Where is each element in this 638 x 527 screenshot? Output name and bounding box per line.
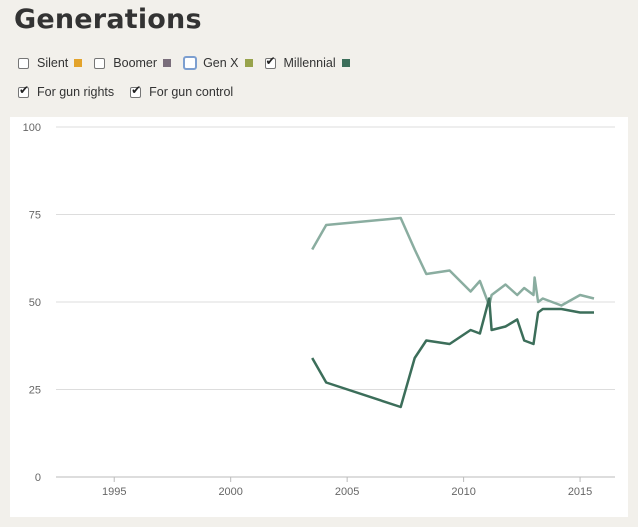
- checkmark-icon: ✔: [265, 53, 276, 68]
- x-tick-label: 2015: [568, 486, 592, 498]
- checkbox-gun-control[interactable]: ✔: [130, 83, 141, 98]
- y-axis-ticks: 0 25 50 75 100: [23, 122, 41, 484]
- x-tick-label: 1995: [102, 486, 126, 498]
- checkbox-genx[interactable]: [183, 56, 198, 70]
- label-gun-control: For gun control: [149, 85, 234, 99]
- checkbox-silent[interactable]: [18, 57, 29, 69]
- checkbox-gun-rights[interactable]: ✔: [18, 83, 29, 98]
- label-millennial: Millennial: [283, 56, 336, 70]
- checkbox-boomer[interactable]: [94, 57, 106, 69]
- option-gun-rights[interactable]: ✔ For gun rights: [18, 83, 115, 99]
- option-genx[interactable]: Gen X: [183, 56, 253, 70]
- label-genx: Gen X: [203, 56, 239, 70]
- option-millennial[interactable]: ✔ Millennial: [264, 54, 350, 70]
- chart-panel: 0 25 50 75 100 1995 2000 2005 2010 2015: [10, 117, 628, 517]
- grid-lines: [56, 126, 615, 478]
- checkbox-millennial[interactable]: ✔: [264, 54, 276, 69]
- checkmark-icon: ✔: [19, 82, 30, 97]
- y-tick-label: 50: [29, 297, 41, 309]
- y-tick-label: 0: [35, 472, 41, 484]
- label-boomer: Boomer: [113, 56, 158, 70]
- swatch-genx: [244, 59, 253, 67]
- stance-filter: ✔ For gun rights ✔ For gun control: [18, 83, 245, 99]
- x-tick-label: 2005: [335, 486, 359, 498]
- option-gun-control[interactable]: ✔ For gun control: [130, 83, 234, 99]
- option-silent[interactable]: Silent: [18, 56, 83, 70]
- line-chart: 0 25 50 75 100 1995 2000 2005 2010 2015: [23, 122, 615, 498]
- swatch-boomer: [163, 59, 172, 67]
- option-boomer[interactable]: Boomer: [94, 56, 172, 70]
- y-tick-label: 25: [29, 385, 41, 397]
- swatch-millennial: [341, 59, 350, 67]
- label-silent: Silent: [37, 56, 69, 70]
- series-line-gun-control: [311, 216, 595, 307]
- series-line-gun-rights: [311, 297, 594, 409]
- generation-filter: Silent Boomer Gen X ✔ Millennial: [18, 54, 362, 70]
- series-lines: [311, 216, 595, 409]
- swatch-silent: [74, 59, 83, 67]
- y-tick-label: 75: [29, 210, 41, 222]
- x-tick-label: 2000: [218, 486, 242, 498]
- y-tick-label: 100: [23, 122, 41, 134]
- label-gun-rights: For gun rights: [37, 85, 115, 99]
- x-tick-label: 2010: [451, 486, 475, 498]
- page-title: Generations: [14, 4, 202, 35]
- checkmark-icon: ✔: [131, 82, 142, 97]
- x-axis-ticks: 1995 2000 2005 2010 2015: [102, 477, 592, 498]
